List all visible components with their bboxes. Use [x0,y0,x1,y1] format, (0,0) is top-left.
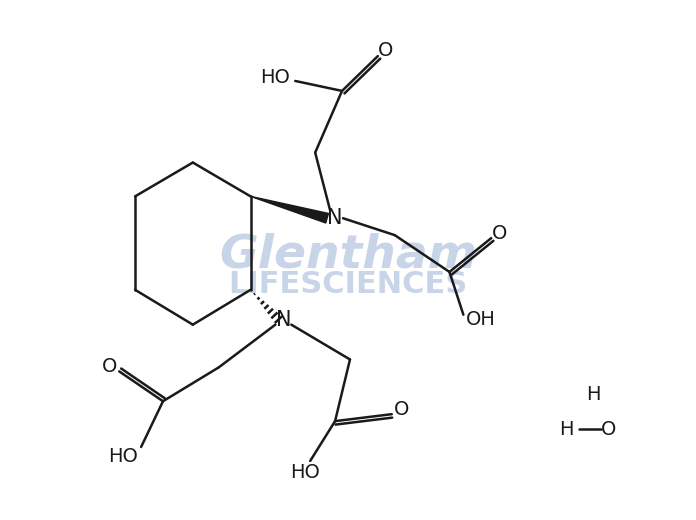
Text: HO: HO [260,69,290,87]
Text: OH: OH [466,310,496,329]
Text: O: O [491,224,507,243]
Text: N: N [327,208,343,228]
Text: O: O [378,41,393,60]
Text: LIFESCIENCES: LIFESCIENCES [228,270,468,300]
Text: HO: HO [290,463,320,483]
Text: H: H [587,385,601,404]
Text: O: O [601,420,616,438]
Text: H: H [560,420,574,438]
Text: O: O [394,400,409,419]
Text: HO: HO [109,447,138,466]
Text: Glentham: Glentham [219,232,477,278]
Polygon shape [251,197,329,223]
Text: O: O [102,357,117,376]
Text: N: N [276,310,291,330]
